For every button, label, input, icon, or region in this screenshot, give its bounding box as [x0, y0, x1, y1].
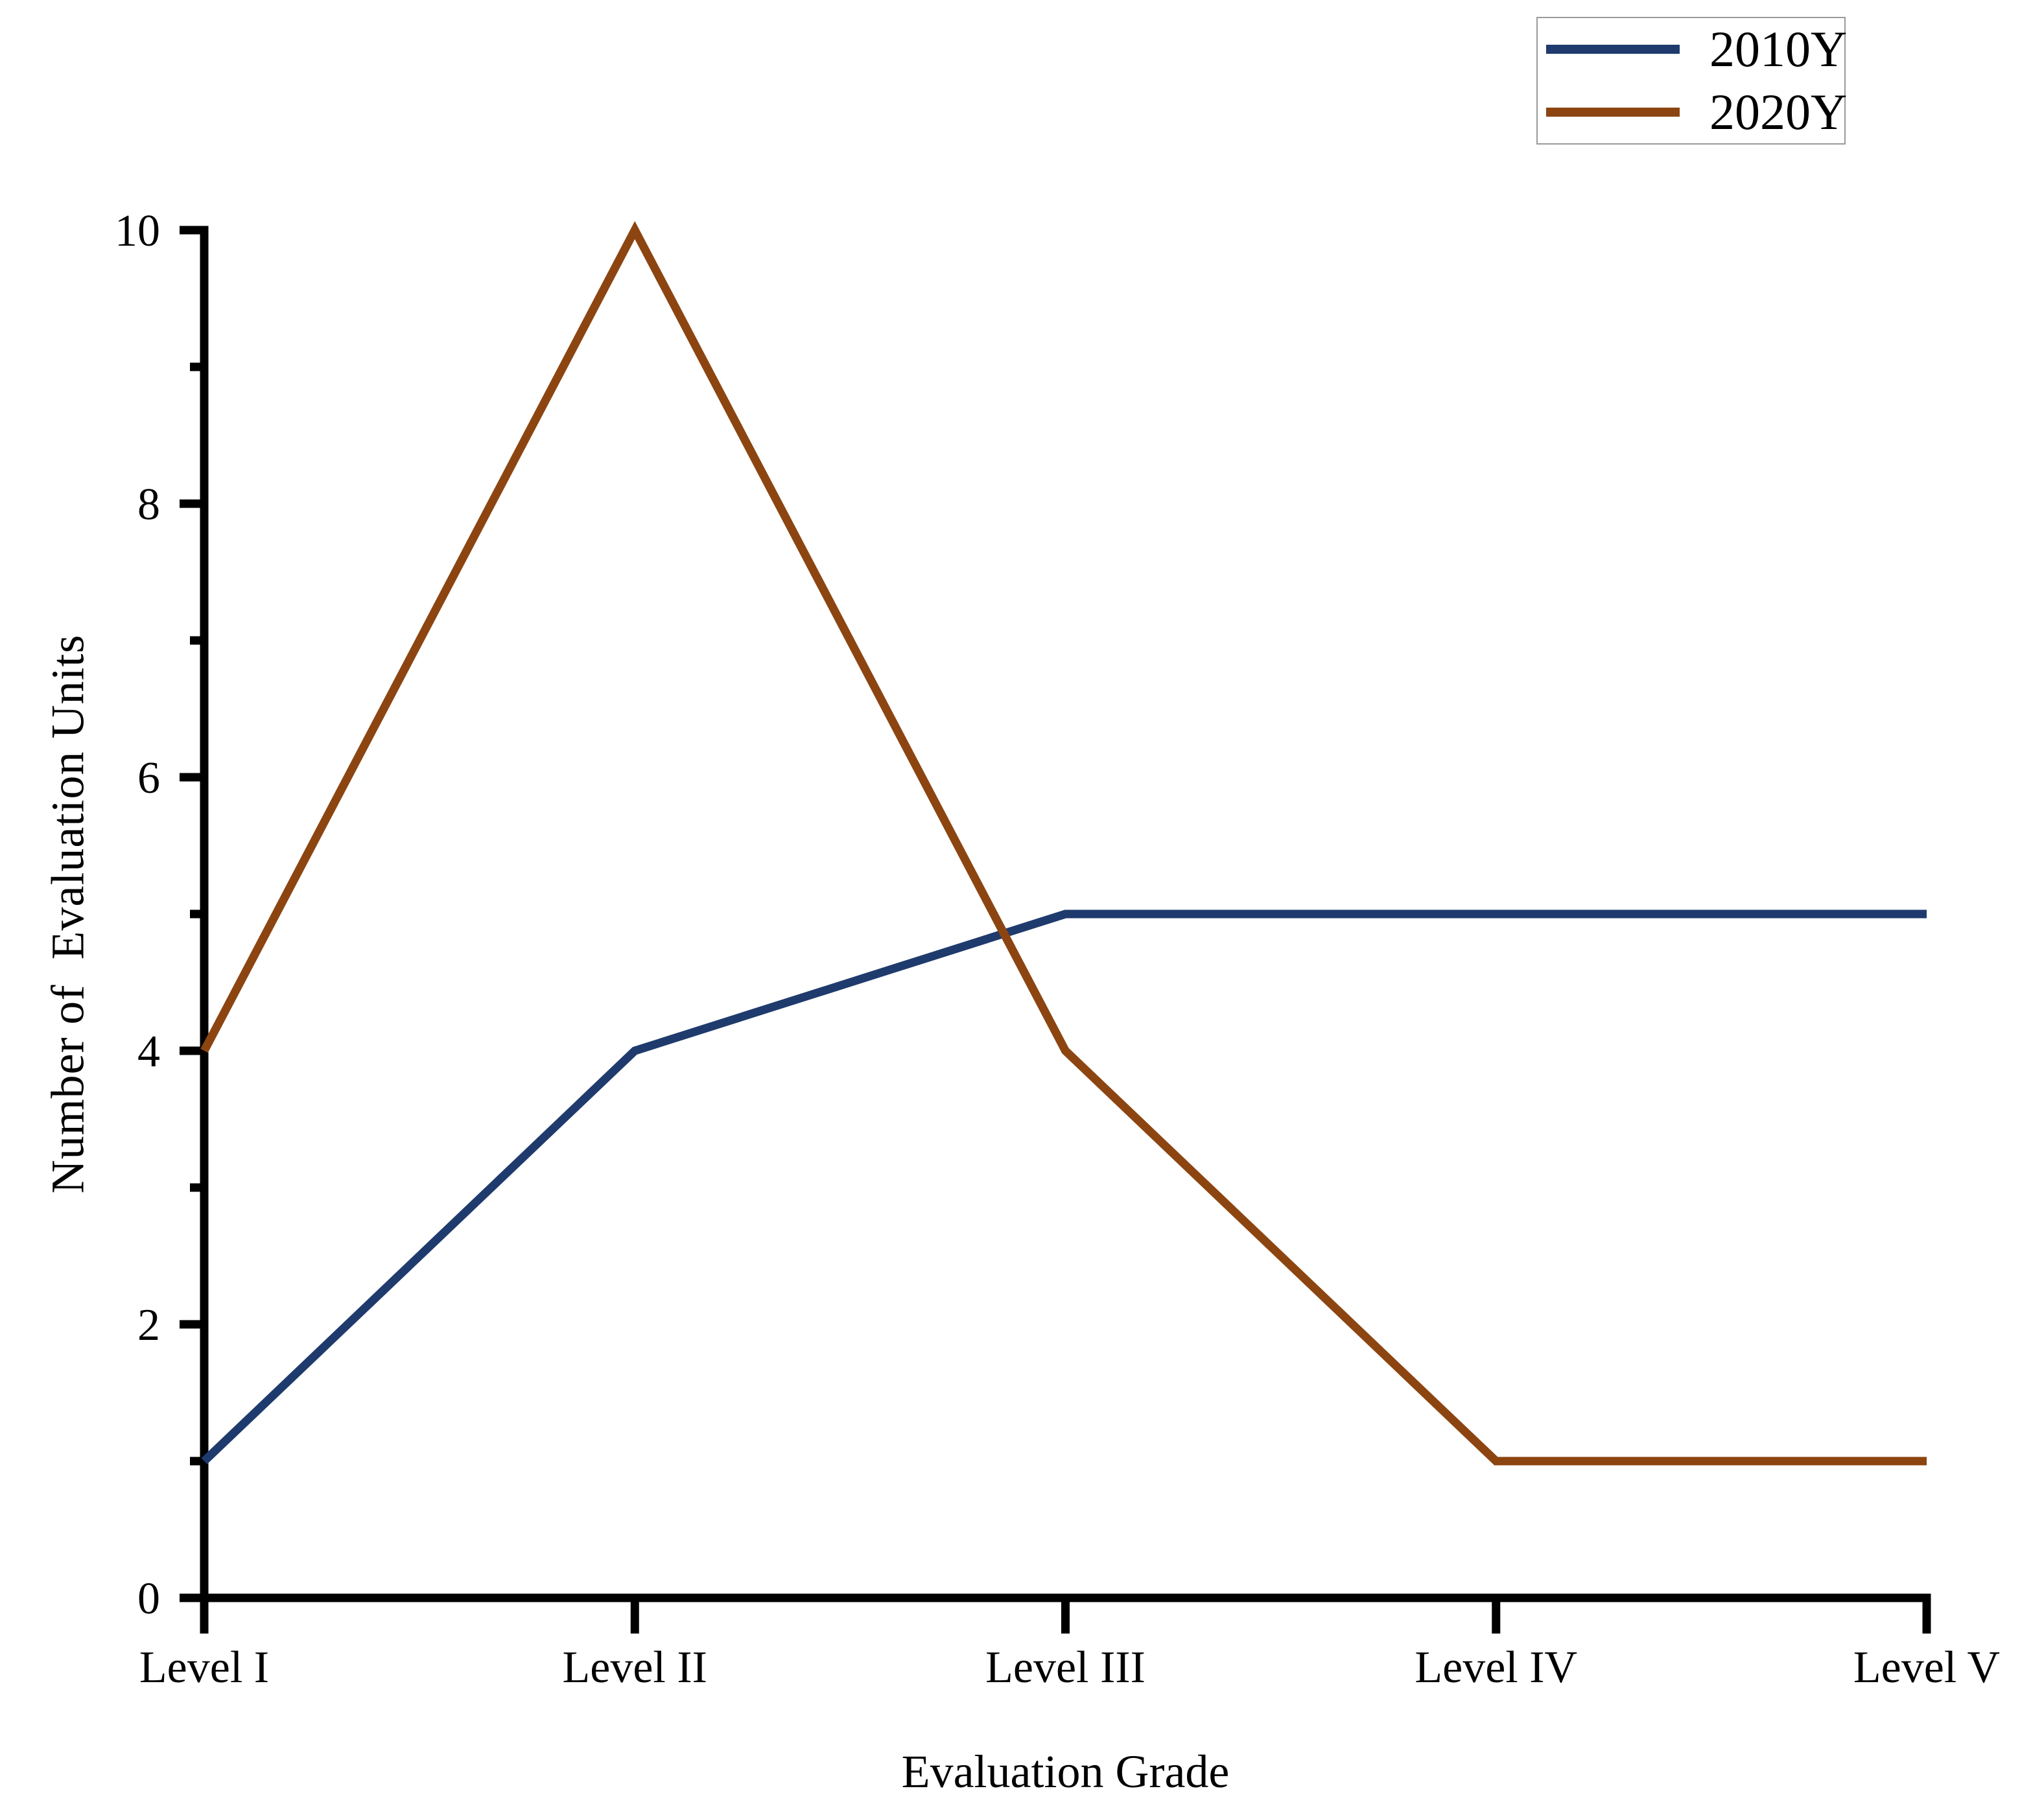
legend: 2010Y 2020Y — [1536, 17, 1848, 145]
y-tick-label: 8 — [137, 480, 160, 530]
legend-swatch-line-2020y — [1546, 107, 1680, 117]
legend-label-2020y: 2020Y — [1709, 83, 1848, 140]
y-tick-label: 2 — [137, 1300, 160, 1350]
y-tick-label: 6 — [137, 753, 160, 803]
legend-item-2020y: 2020Y — [1538, 83, 1848, 140]
legend-swatch-line-2010y — [1546, 45, 1680, 54]
x-tick-label: Level IV — [1415, 1643, 1577, 1693]
x-tick-label: Level I — [139, 1643, 269, 1693]
x-tick-label: Level II — [563, 1643, 707, 1693]
series-line-2020y — [200, 221, 1927, 1466]
y-tick-label: 0 — [137, 1574, 160, 1624]
y-axis-title: Number of Evaluation Units — [41, 634, 94, 1194]
x-axis-title: Evaluation Grade — [901, 1746, 1230, 1793]
legend-item-2010y: 2010Y — [1538, 21, 1848, 78]
x-tick-label: Level III — [985, 1643, 1145, 1693]
x-tick-label: Level V — [1853, 1643, 2000, 1693]
y-tick-label: 4 — [137, 1027, 160, 1077]
y-tick-label: 10 — [115, 206, 160, 256]
legend-label-2010y: 2010Y — [1709, 21, 1848, 78]
series-line-2010y — [201, 909, 1927, 1464]
